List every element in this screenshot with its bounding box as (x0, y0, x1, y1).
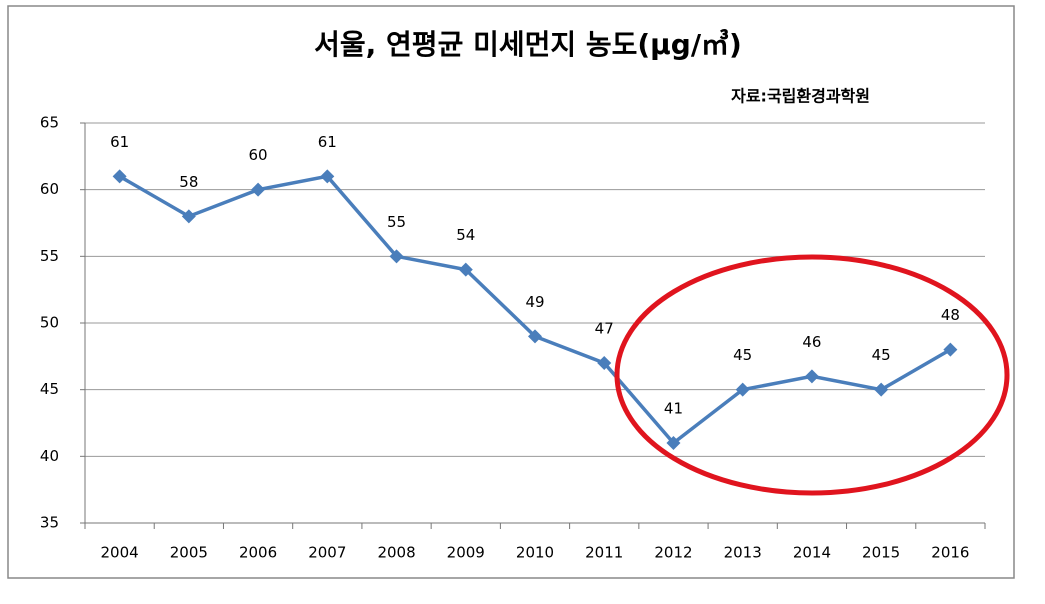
data-marker (458, 262, 473, 277)
data-label: 60 (249, 146, 268, 164)
data-label: 55 (387, 213, 406, 231)
y-tick-label: 35 (40, 514, 59, 532)
y-tick-label: 40 (40, 447, 59, 465)
data-label: 48 (941, 306, 960, 324)
data-label: 41 (664, 400, 683, 418)
x-tick-label: 2004 (101, 544, 139, 562)
data-marker (666, 436, 681, 450)
x-tick-label: 2010 (516, 544, 554, 562)
x-tick-label: 2008 (377, 544, 415, 562)
data-label: 54 (456, 226, 475, 244)
y-tick-label: 65 (40, 114, 59, 132)
data-label: 61 (318, 133, 337, 151)
data-label: 61 (110, 133, 129, 151)
data-label: 45 (872, 346, 891, 364)
x-tick-label: 2005 (170, 544, 208, 562)
x-tick-label: 2007 (308, 544, 346, 562)
data-marker (320, 169, 335, 184)
data-marker (874, 382, 889, 397)
highlight-ellipse (614, 254, 1010, 496)
data-marker (251, 182, 266, 197)
y-tick-label: 60 (40, 180, 59, 198)
data-marker (181, 209, 196, 224)
x-tick-label: 2009 (447, 544, 485, 562)
data-label: 47 (595, 320, 614, 338)
x-tick-label: 2013 (724, 544, 762, 562)
data-label: 45 (733, 346, 752, 364)
data-label: 46 (802, 333, 821, 351)
data-marker (804, 369, 819, 384)
chart-frame (7, 5, 1015, 579)
data-label: 49 (525, 293, 544, 311)
data-marker (528, 329, 542, 344)
x-tick-label: 2016 (931, 544, 969, 562)
y-tick-label: 45 (40, 380, 59, 398)
data-label: 58 (179, 173, 198, 191)
data-marker (597, 356, 612, 370)
chart-title: 서울, 연평균 미세먼지 농도(μg/㎥) (314, 28, 742, 61)
data-marker (943, 342, 958, 357)
x-tick-label: 2014 (793, 544, 831, 562)
data-marker (389, 249, 404, 264)
x-tick-label: 2011 (585, 544, 623, 562)
chart-subtitle: 자료:국립환경과학원 (731, 87, 870, 106)
x-tick-label: 2012 (654, 544, 692, 562)
y-tick-label: 55 (40, 247, 59, 265)
x-tick-label: 2006 (239, 544, 277, 562)
y-tick-label: 50 (40, 314, 59, 332)
data-marker (112, 169, 127, 184)
x-tick-label: 2015 (862, 544, 900, 562)
data-marker (735, 382, 750, 397)
